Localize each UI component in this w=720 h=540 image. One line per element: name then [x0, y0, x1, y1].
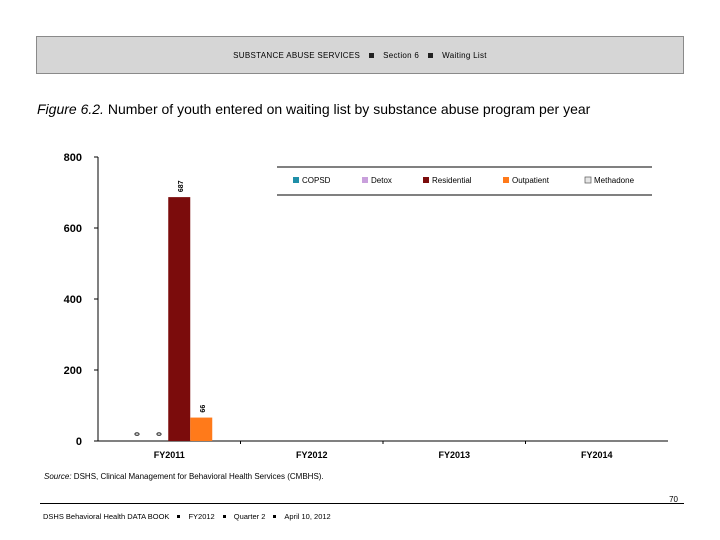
footer-quarter: Quarter 2 [233, 512, 266, 521]
legend-label-detox: Detox [371, 176, 392, 185]
legend-label-residential: Residential [432, 176, 472, 185]
footer-bullet [177, 515, 181, 518]
legend-swatch-detox [362, 177, 368, 183]
footer-book: DSHS Behavioral Health DATA BOOK [43, 512, 170, 521]
data-label: 0 [134, 432, 141, 436]
y-tick-label: 800 [64, 152, 82, 164]
figure-number: Figure 6.2. [37, 101, 104, 117]
data-label: 0 [156, 432, 163, 436]
source-note: Source: DSHS, Clinical Management for Be… [44, 472, 324, 481]
legend-label-outpatient: Outpatient [512, 176, 550, 185]
legend-swatch-residential [423, 177, 429, 183]
y-tick-label: 600 [64, 223, 82, 235]
legend-swatch-copsd [293, 177, 299, 183]
x-tick-label: FY2013 [438, 450, 470, 460]
legend-label-copsd: COPSD [302, 176, 331, 185]
figure-caption: Number of youth entered on waiting list … [107, 101, 591, 117]
source-label: Source: [44, 472, 72, 481]
banner-separator-square [428, 52, 434, 58]
data-label: 66 [200, 405, 207, 413]
banner-section: SUBSTANCE ABUSE SERVICES [233, 50, 361, 60]
banner-separator-square [369, 52, 375, 58]
y-tick-label: 400 [64, 294, 82, 306]
footer: DSHS Behavioral Health DATA BOOK FY2012 … [43, 512, 331, 521]
legend-swatch-methadone [584, 176, 592, 184]
x-tick-label: FY2011 [154, 450, 185, 460]
banner-topic: Waiting List [442, 50, 487, 60]
x-tick-label: FY2014 [581, 450, 613, 460]
data-label: 687 [178, 180, 185, 192]
source-text: DSHS, Clinical Management for Behavioral… [71, 472, 324, 481]
bar-residential-fy2011 [168, 197, 191, 441]
x-tick-label: FY2012 [296, 450, 328, 460]
legend-label-methadone: Methadone [594, 176, 635, 185]
footer-bullet [273, 515, 277, 518]
legend-swatch-outpatient [503, 177, 509, 183]
section-banner: SUBSTANCE ABUSE SERVICES Section 6 Waiti… [36, 36, 684, 74]
figure-title: Figure 6.2. Number of youth entered on w… [37, 100, 677, 118]
footer-bullet [222, 515, 226, 518]
footer-year: FY2012 [188, 512, 215, 521]
footer-date: April 10, 2012 [284, 512, 331, 521]
page-number: 70 [669, 495, 678, 504]
bar-outpatient-fy2011 [190, 417, 213, 441]
footer-rule [40, 503, 684, 504]
y-tick-label: 0 [76, 436, 82, 448]
y-tick-label: 200 [64, 365, 82, 377]
banner-section-number: Section 6 [383, 50, 420, 60]
